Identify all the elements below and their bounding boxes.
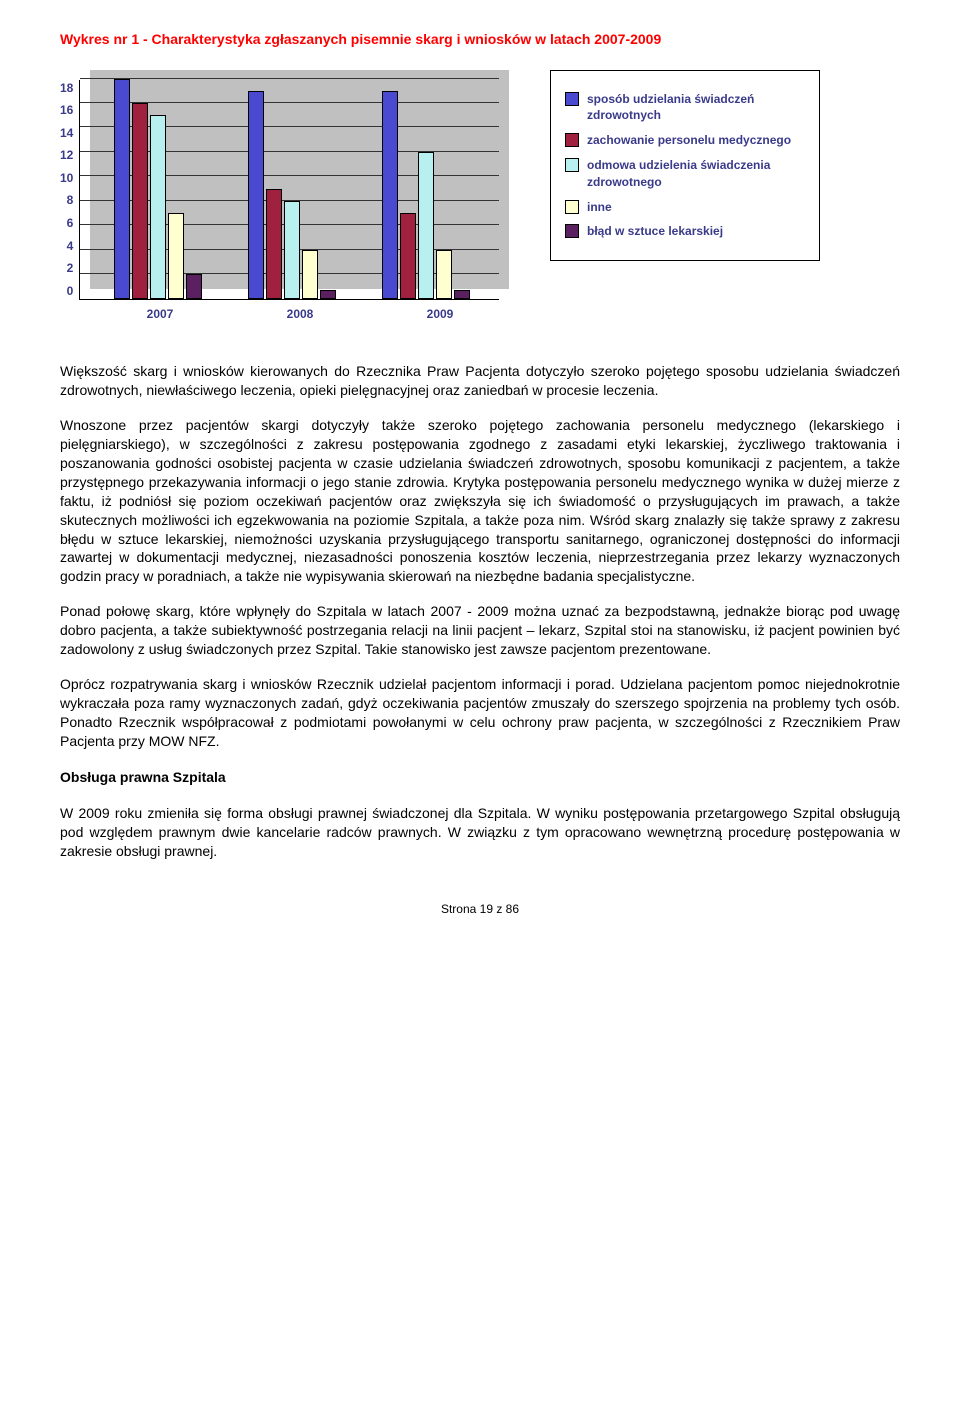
y-tick-label: 14 (60, 125, 73, 142)
legend-swatch (565, 200, 579, 214)
bar-sposob (114, 79, 130, 299)
legend-swatch (565, 158, 579, 172)
legend-label: błąd w sztuce lekarskiej (587, 223, 723, 240)
y-tick-label: 8 (67, 192, 74, 209)
paragraph: Oprócz rozpatrywania skarg i wniosków Rz… (60, 675, 900, 751)
x-tick-label: 2008 (230, 306, 370, 323)
y-tick-label: 12 (60, 147, 73, 164)
legend-item: inne (565, 199, 805, 216)
bar-blad (186, 274, 202, 298)
y-axis: 0 2 4 6 8 10 12 14 16 18 (60, 80, 79, 300)
y-tick-label: 16 (60, 102, 73, 119)
bar-inne (302, 250, 318, 299)
x-tick-label: 2007 (90, 306, 230, 323)
bar-inne (436, 250, 452, 299)
y-tick-label: 0 (67, 283, 74, 300)
bar-group (382, 91, 470, 299)
chart-title: Wykres nr 1 - Charakterystyka zgłaszanyc… (60, 30, 900, 50)
y-tick-label: 2 (67, 260, 74, 277)
bar-group (114, 79, 202, 299)
legend-item: błąd w sztuce lekarskiej (565, 223, 805, 240)
legend-swatch (565, 224, 579, 238)
legend-label: zachowanie personelu medycznego (587, 132, 791, 149)
bar-inne (168, 213, 184, 299)
bar-sposob (248, 91, 264, 299)
bar-blad (320, 290, 336, 299)
bar-sposob (382, 91, 398, 299)
paragraph: Wnoszone przez pacjentów skargi dotyczył… (60, 416, 900, 586)
bar-odmowa (284, 201, 300, 299)
y-tick-label: 10 (60, 170, 73, 187)
bar-odmowa (150, 115, 166, 298)
chart-area: 0 2 4 6 8 10 12 14 16 18 (60, 80, 510, 300)
page-footer: Strona 19 z 86 (60, 901, 900, 918)
section-heading: Obsługa prawna Szpitala (60, 768, 900, 788)
legend-label: inne (587, 199, 612, 216)
legend-label: odmowa udzielenia świadczenia zdrowotneg… (587, 157, 805, 191)
paragraph: W 2009 roku zmieniła się forma obsługi p… (60, 804, 900, 861)
legend-item: odmowa udzielenia świadczenia zdrowotneg… (565, 157, 805, 191)
paragraph: Ponad połowę skarg, które wpłynęły do Sz… (60, 602, 900, 659)
bar-zachowanie (266, 189, 282, 299)
legend-swatch (565, 133, 579, 147)
y-tick-label: 4 (67, 238, 74, 255)
bar-group (248, 91, 336, 299)
bar-blad (454, 290, 470, 299)
x-tick-label: 2009 (370, 306, 510, 323)
y-tick-label: 18 (60, 80, 73, 97)
bar-zachowanie (132, 103, 148, 299)
chart-container: 0 2 4 6 8 10 12 14 16 18 200720082009 sposób udzi… (60, 80, 900, 323)
bar-odmowa (418, 152, 434, 299)
legend-item: sposób udzielania świadczeń zdrowotnych (565, 91, 805, 125)
paragraph: Większość skarg i wniosków kierowanych d… (60, 362, 900, 400)
chart-legend: sposób udzielania świadczeń zdrowotnych z… (550, 70, 820, 262)
bar-zachowanie (400, 213, 416, 299)
legend-swatch (565, 92, 579, 106)
legend-label: sposób udzielania świadczeń zdrowotnych (587, 91, 805, 125)
x-axis-labels: 200720082009 (90, 306, 510, 323)
chart-plot (79, 80, 499, 300)
legend-item: zachowanie personelu medycznego (565, 132, 805, 149)
y-tick-label: 6 (67, 215, 74, 232)
